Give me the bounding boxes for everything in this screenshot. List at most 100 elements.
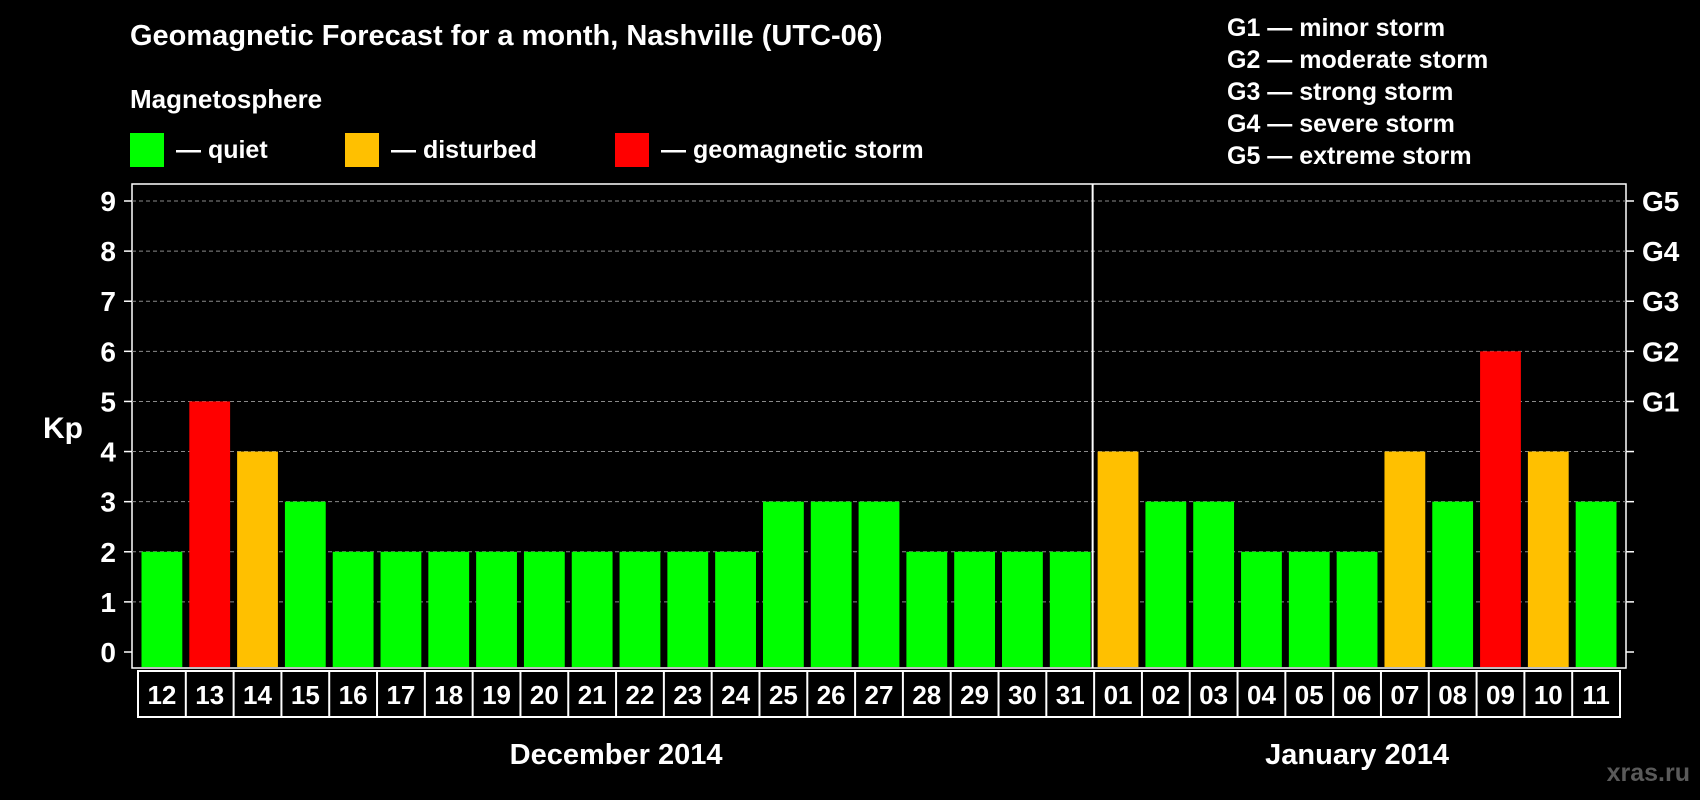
watermark: xras.ru: [1606, 759, 1690, 787]
month-label: January 2014: [1265, 739, 1449, 771]
x-tick-label-08: 08: [1438, 680, 1467, 710]
bar-10: [1527, 451, 1569, 667]
x-tick-label-18: 18: [434, 680, 463, 710]
bar-03: [1193, 501, 1235, 667]
bar-06: [1336, 551, 1378, 667]
x-tick-label-13: 13: [195, 680, 224, 710]
x-tick-label-10: 10: [1534, 680, 1563, 710]
legend-label-quiet: — quiet: [176, 135, 268, 164]
x-tick-label-15: 15: [291, 680, 320, 710]
x-tick-label-21: 21: [578, 680, 607, 710]
x-tick-label-22: 22: [626, 680, 655, 710]
bar-05: [1288, 551, 1330, 667]
y-tick-label-6: 6: [100, 336, 116, 367]
legend-item-disturbed: — disturbed: [345, 133, 537, 167]
right-axis-label-g5: G5: [1642, 186, 1679, 217]
x-tick-label-19: 19: [482, 680, 511, 710]
bar-13: [189, 401, 231, 667]
y-axis-title: Kp: [43, 412, 83, 445]
legend-swatch-disturbed: [345, 133, 379, 167]
x-tick-label-28: 28: [912, 680, 941, 710]
y-tick-label-9: 9: [100, 186, 116, 217]
x-tick-label-17: 17: [386, 680, 415, 710]
x-tick-label-12: 12: [147, 680, 176, 710]
bar-20: [523, 551, 565, 667]
x-tick-label-05: 05: [1295, 680, 1324, 710]
y-tick-label-4: 4: [100, 437, 116, 468]
x-tick-label-07: 07: [1390, 680, 1419, 710]
x-tick-label-14: 14: [243, 680, 272, 710]
right-axis-label-g4: G4: [1642, 236, 1680, 267]
bar-29: [954, 551, 996, 667]
x-tick-label-04: 04: [1247, 680, 1276, 710]
bar-28: [906, 551, 948, 667]
y-tick-label-0: 0: [100, 637, 116, 668]
x-tick-label-31: 31: [1056, 680, 1085, 710]
x-tick-label-25: 25: [769, 680, 798, 710]
right-axis-label-g3: G3: [1642, 286, 1679, 317]
bar-22: [619, 551, 661, 667]
bar-09: [1480, 351, 1521, 667]
bar-23: [667, 551, 709, 667]
bar-04: [1241, 551, 1282, 667]
x-tick-label-06: 06: [1343, 680, 1372, 710]
y-tick-label-8: 8: [100, 236, 116, 267]
storm-scale-g2: G2 — moderate storm: [1227, 46, 1489, 74]
legend-label-disturbed: — disturbed: [391, 135, 537, 164]
x-tick-label-01: 01: [1104, 680, 1133, 710]
bar-14: [237, 451, 278, 667]
storm-scale-g4: G4 — severe storm: [1227, 110, 1455, 138]
x-tick-label-09: 09: [1486, 680, 1515, 710]
bar-07: [1384, 451, 1426, 667]
bar-18: [428, 551, 470, 667]
x-tick-label-29: 29: [960, 680, 989, 710]
bar-16: [332, 551, 374, 667]
bar-02: [1145, 501, 1187, 667]
right-axis-label-g2: G2: [1642, 336, 1679, 367]
y-tick-label-7: 7: [100, 286, 116, 317]
bar-27: [858, 501, 900, 667]
plot-frame: [131, 183, 1627, 669]
y-tick-label-3: 3: [100, 487, 116, 518]
legend-item-storm: — geomagnetic storm: [615, 133, 924, 167]
legend-swatch-storm: [615, 133, 649, 167]
legend-label-storm: — geomagnetic storm: [661, 135, 924, 164]
x-tick-label-23: 23: [673, 680, 702, 710]
bar-21: [571, 551, 613, 667]
bar-01: [1097, 451, 1139, 667]
x-tick-label-26: 26: [817, 680, 846, 710]
x-tick-label-16: 16: [339, 680, 368, 710]
bar-11: [1575, 501, 1617, 667]
bar-24: [715, 551, 756, 667]
bar-26: [810, 501, 852, 667]
y-tick-label-1: 1: [100, 587, 116, 618]
day-axis-box: [137, 670, 1621, 718]
bar-30: [1002, 551, 1043, 667]
bar-19: [476, 551, 517, 667]
page-title: Geomagnetic Forecast for a month, Nashvi…: [130, 20, 883, 52]
month-label: December 2014: [510, 739, 723, 771]
bar-17: [380, 551, 422, 667]
x-tick-label-03: 03: [1199, 680, 1228, 710]
x-tick-label-02: 02: [1151, 680, 1180, 710]
bar-08: [1432, 501, 1474, 667]
y-tick-label-2: 2: [100, 537, 116, 568]
legend-swatch-quiet: [130, 133, 164, 167]
x-tick-label-24: 24: [721, 680, 750, 710]
x-tick-label-11: 11: [1582, 680, 1610, 710]
legend: — quiet — disturbed — geomagnetic storm: [130, 133, 1030, 167]
bar-31: [1049, 551, 1091, 667]
storm-scale-g3: G3 — strong storm: [1227, 78, 1454, 106]
storm-scale-g5: G5 — extreme storm: [1227, 142, 1472, 170]
bar-15: [284, 501, 326, 667]
right-axis-label-g1: G1: [1642, 386, 1679, 417]
bar-25: [762, 501, 804, 667]
storm-scale-legend: G1 — minor storm G2 — moderate storm G3 …: [1227, 12, 1488, 172]
x-tick-label-27: 27: [865, 680, 894, 710]
bar-12: [141, 551, 183, 667]
x-tick-label-30: 30: [1008, 680, 1037, 710]
legend-item-quiet: — quiet: [130, 133, 268, 167]
x-tick-label-20: 20: [530, 680, 559, 710]
section-label: Magnetosphere: [130, 84, 323, 114]
